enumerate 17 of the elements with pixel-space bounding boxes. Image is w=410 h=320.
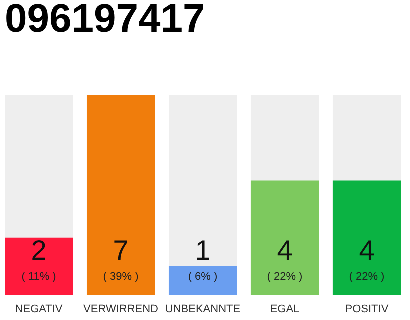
data-label: 4 — [277, 235, 293, 266]
data-label: 1 — [195, 235, 211, 266]
bar — [168, 266, 238, 295]
x-tick-label: VERWIRREND — [84, 304, 159, 316]
data-label: 2 — [31, 235, 47, 266]
x-tick-label: NEGATIV — [15, 304, 64, 316]
annotation: ( 39% ) — [103, 271, 139, 283]
annotation: ( 6% ) — [188, 271, 218, 283]
annotation: ( 22% ) — [267, 271, 303, 283]
data-label: 4 — [359, 235, 375, 266]
x-tick-label: EGAL — [270, 304, 300, 316]
chart-title: 096197417 — [5, 0, 206, 41]
data-label: 7 — [113, 235, 129, 266]
annotation: ( 22% ) — [349, 271, 385, 283]
x-tick-label: UNBEKANNTE — [165, 304, 241, 316]
x-tick-label: POSITIV — [345, 304, 390, 316]
annotation: ( 11% ) — [22, 271, 56, 283]
